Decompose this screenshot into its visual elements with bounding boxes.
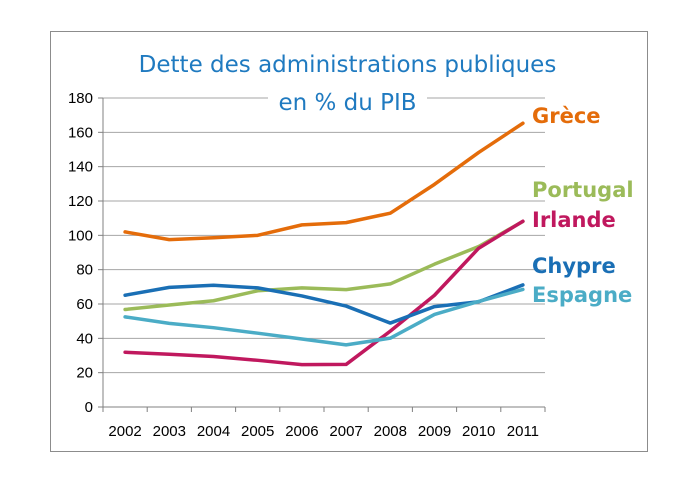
series-line: [123, 219, 525, 367]
series-label: Irlande: [532, 208, 616, 232]
series-lines: [123, 121, 525, 367]
axes: [98, 97, 546, 412]
y-tick-label: 160: [68, 124, 93, 141]
x-axis-ticks: 2002 2003 2004 2005 2006 2007 2008 2009 2010 2011: [108, 423, 539, 440]
chart-subtitle-text: en % du PIB: [268, 90, 427, 116]
series-line: [123, 121, 525, 242]
x-tick-label: 2009: [418, 423, 451, 440]
chart-subtitle: en % du PIB: [0, 90, 695, 116]
x-tick-label: 2010: [462, 423, 495, 440]
series-line: [123, 283, 525, 325]
y-tick-label: 20: [76, 365, 93, 382]
y-tick-label: 180: [68, 90, 93, 107]
gridlines: [103, 97, 545, 374]
series-labels: Grèce Portugal Irlande Chypre Espagne: [532, 104, 634, 307]
series-line: [123, 287, 525, 347]
x-tick-label: 2005: [241, 423, 274, 440]
y-tick-label: 40: [76, 330, 93, 347]
x-tick-label: 2003: [153, 423, 186, 440]
series-label: Espagne: [532, 283, 632, 307]
y-tick-label: 120: [68, 193, 93, 210]
y-tick-label: 140: [68, 159, 93, 176]
chart-title: Dette des administrations publiques: [0, 52, 695, 78]
series-line: [123, 219, 525, 312]
x-tick-label: 2004: [197, 423, 230, 440]
series-label: Grèce: [532, 104, 601, 128]
series-label: Portugal: [532, 178, 634, 202]
chart-title-text: Dette des administrations publiques: [128, 52, 567, 78]
y-axis-ticks: 0 20 40 60 80 100 120 140 160 180: [68, 90, 93, 416]
x-tick-label: 2007: [329, 423, 362, 440]
x-tick-label: 2002: [108, 423, 141, 440]
y-tick-label: 60: [76, 296, 93, 313]
x-tick-label: 2008: [374, 423, 407, 440]
y-tick-label: 0: [85, 399, 93, 416]
x-tick-label: 2006: [285, 423, 318, 440]
y-tick-label: 80: [76, 262, 93, 279]
y-tick-label: 100: [68, 227, 93, 244]
series-label: Chypre: [532, 254, 616, 278]
x-tick-label: 2011: [507, 423, 539, 440]
